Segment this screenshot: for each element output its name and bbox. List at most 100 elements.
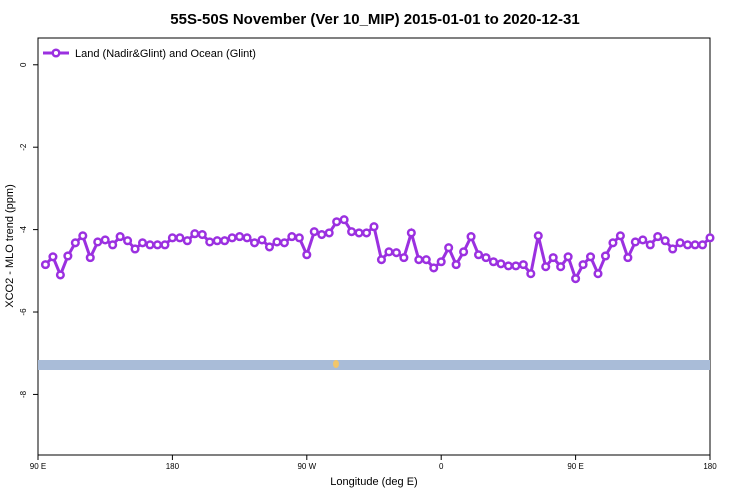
data-point	[533, 231, 543, 241]
data-point	[600, 251, 611, 261]
data-point	[623, 253, 633, 263]
data-point	[518, 260, 528, 270]
data-point	[145, 240, 155, 250]
data-point	[675, 238, 685, 248]
data-point	[108, 240, 118, 250]
data-point	[63, 251, 73, 261]
data-point	[249, 238, 260, 248]
x-tick-label: 180	[166, 462, 180, 471]
data-point	[55, 270, 65, 280]
data-point	[167, 233, 177, 243]
data-point	[503, 261, 513, 271]
data-point	[608, 238, 618, 248]
map-strip	[38, 360, 710, 370]
data-point	[556, 262, 566, 272]
data-point	[369, 222, 379, 232]
data-point	[548, 253, 558, 263]
data-point	[264, 242, 275, 252]
map-land	[333, 360, 339, 368]
y-tick-label: -8	[19, 390, 28, 398]
data-point	[309, 227, 319, 237]
data-point	[571, 274, 581, 284]
data-point	[563, 252, 573, 262]
data-point	[347, 227, 357, 237]
data-point	[242, 233, 252, 243]
data-point	[488, 257, 499, 267]
data-point	[578, 260, 588, 270]
y-tick-label: -2	[19, 143, 28, 151]
y-tick-label: 0	[19, 62, 28, 67]
data-point	[638, 235, 648, 245]
data-point	[496, 259, 506, 269]
data-point	[705, 233, 715, 243]
x-tick-label: 180	[703, 462, 717, 471]
data-point	[279, 238, 289, 248]
legend-label: Land (Nadir&Glint) and Ocean (Glint)	[75, 48, 256, 60]
data-point	[257, 235, 267, 245]
data-point	[354, 228, 364, 238]
y-axis-label: XCO2 - MLO trend (ppm)	[4, 184, 16, 307]
data-point	[85, 253, 95, 263]
data-point	[526, 269, 536, 279]
data-point	[668, 244, 678, 254]
data-point	[78, 231, 88, 241]
data-point	[175, 233, 185, 243]
data-point	[160, 240, 170, 250]
data-point	[391, 248, 401, 258]
data-point	[376, 255, 387, 265]
data-point	[459, 247, 469, 257]
data-point	[645, 240, 655, 250]
data-point	[197, 230, 207, 240]
data-point	[436, 257, 446, 267]
data-point	[294, 233, 304, 243]
data-point	[123, 236, 133, 246]
data-point	[302, 250, 312, 260]
data-point	[683, 240, 693, 250]
data-point	[130, 244, 140, 254]
data-point	[332, 217, 342, 227]
data-point	[406, 228, 416, 238]
legend-marker	[51, 48, 61, 58]
data-point	[466, 232, 476, 242]
data-point	[324, 228, 334, 238]
x-tick-label: 0	[439, 462, 444, 471]
data-point	[40, 260, 51, 270]
data-point	[429, 263, 439, 273]
data-point	[421, 255, 431, 265]
data-point	[414, 255, 424, 265]
data-point	[541, 262, 551, 272]
data-point	[361, 228, 372, 238]
data-point	[227, 233, 237, 243]
x-tick-label: 90 E	[30, 462, 46, 471]
data-point	[287, 232, 297, 242]
data-point	[585, 252, 596, 262]
data-point	[272, 237, 282, 247]
data-point	[317, 230, 327, 240]
data-point	[630, 237, 640, 247]
data-point	[653, 232, 663, 242]
data-point	[48, 252, 58, 262]
data-point	[399, 253, 409, 263]
data-point	[593, 269, 603, 279]
data-point	[473, 250, 484, 260]
plot-frame	[37, 37, 711, 456]
chart-title: 55S-50S November (Ver 10_MIP) 2015-01-01…	[170, 11, 579, 28]
data-point	[384, 247, 394, 257]
data-point	[615, 231, 625, 241]
data-point	[115, 232, 125, 242]
data-point	[511, 261, 521, 271]
data-point	[137, 238, 148, 248]
y-tick-label: -6	[19, 308, 28, 316]
data-point	[190, 229, 200, 239]
data-point	[339, 215, 349, 225]
data-point	[205, 237, 215, 247]
x-axis-label: Longitude (deg E)	[330, 476, 417, 488]
x-tick-label: 90 E	[567, 462, 583, 471]
data-point	[660, 236, 670, 246]
data-point	[152, 240, 163, 250]
x-tick-label: 90 W	[297, 462, 316, 471]
data-point	[220, 236, 230, 246]
data-point	[100, 235, 110, 245]
data-point	[481, 253, 491, 263]
